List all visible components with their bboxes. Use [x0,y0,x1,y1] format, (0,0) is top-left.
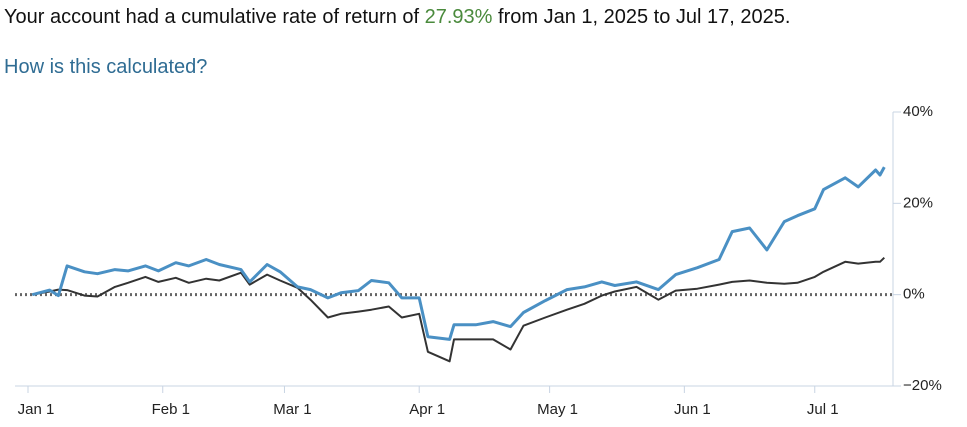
x-tick-label: Apr 1 [409,401,445,418]
y-tick-label: 20% [903,194,933,211]
help-link[interactable]: How is this calculated? [4,56,208,78]
headline-text: from Jan 1, 2025 to Jul 17, 2025. [492,6,791,28]
series-line [32,256,885,363]
x-tick-label: Jun 1 [674,401,711,418]
x-tick-label: Feb 1 [152,401,190,418]
y-tick-label: −20% [903,377,942,394]
x-tick-label: Jul 1 [807,401,839,418]
x-tick-label: Mar 1 [273,401,311,418]
headline: Your account had a cumulative rate of re… [4,6,790,29]
headline-text: Your account had a cumulative rate of re… [4,6,425,28]
x-tick-label: Jan 1 [18,401,55,418]
y-tick-label: 0% [903,286,925,303]
return-value: 27.93% [424,6,493,28]
y-tick-label: 40% [903,103,933,120]
series-line [31,166,886,341]
x-tick-label: May 1 [537,401,578,418]
